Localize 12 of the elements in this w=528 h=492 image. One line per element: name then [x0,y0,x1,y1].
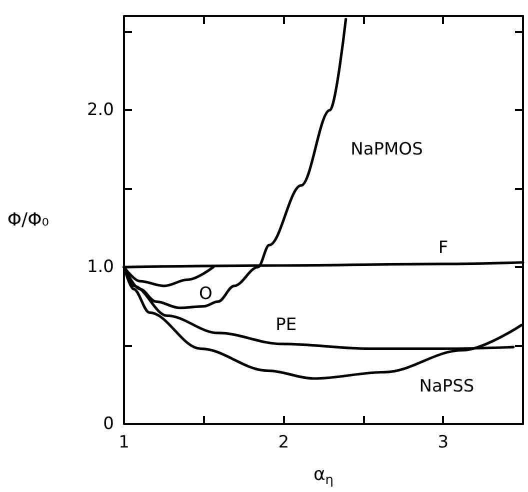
x-tick-label: 3 [438,432,449,452]
y-axis-title: Φ/Φ₀ [7,210,49,230]
series-label: F [438,238,448,258]
y-tick-label: 1.0 [86,257,114,278]
y-tick-label: 2.0 [86,100,114,120]
series-label: NaPSS [419,376,474,396]
series-label: O [199,284,212,304]
x-tick-label: 2 [278,432,290,452]
x-tick-label: 1 [118,432,130,452]
series-label: PE [276,315,297,336]
y-tick-label: 0 [103,414,114,434]
series-label: NaPMOS [350,139,423,160]
